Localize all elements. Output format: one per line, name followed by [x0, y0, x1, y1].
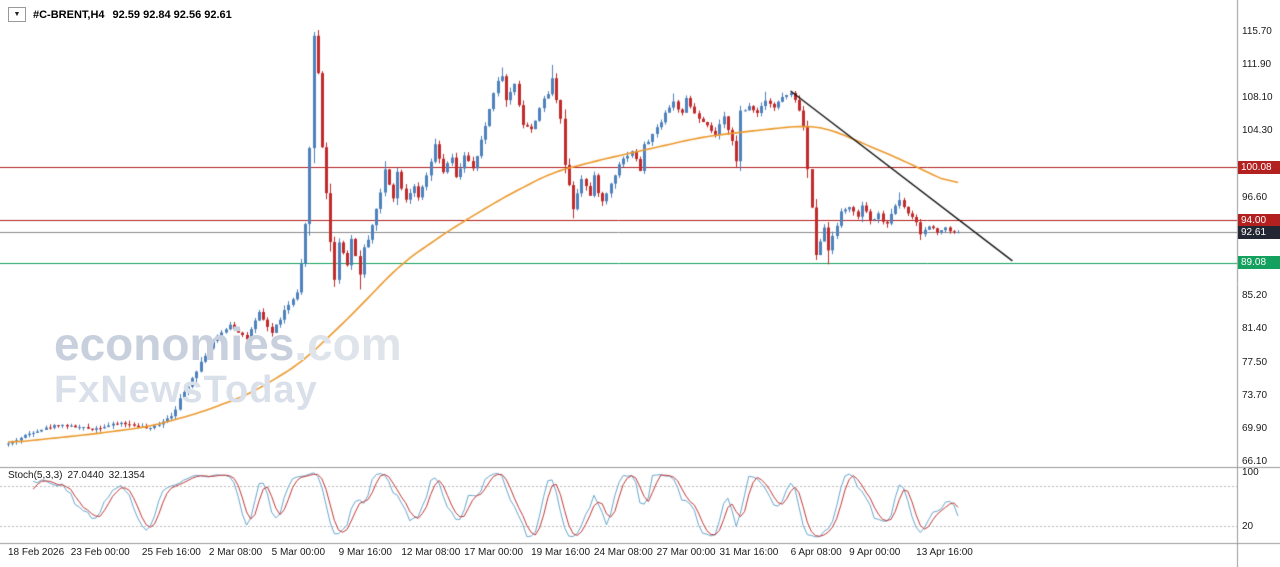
chevron-down-icon: ▼ — [13, 11, 21, 18]
symbol-dropdown-button[interactable]: ▼ — [8, 7, 26, 22]
